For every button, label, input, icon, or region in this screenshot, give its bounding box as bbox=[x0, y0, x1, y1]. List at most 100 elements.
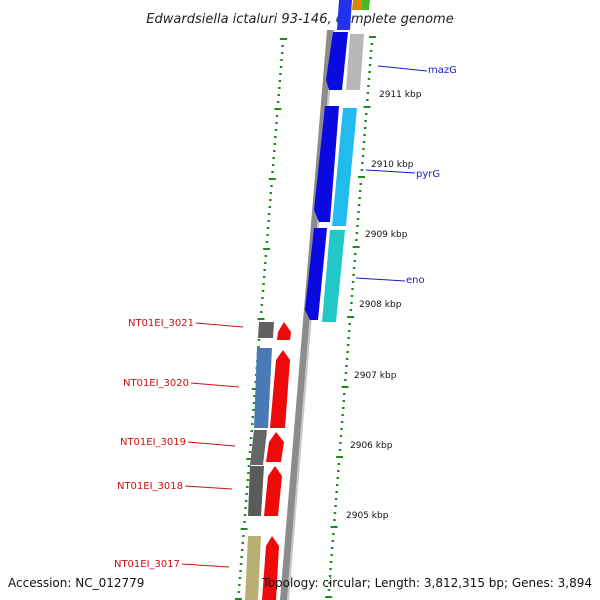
ruler-minor-tick bbox=[340, 421, 344, 423]
ruler-minor-tick bbox=[354, 253, 357, 255]
ruler-minor-tick bbox=[278, 80, 282, 82]
ruler-minor-tick bbox=[342, 400, 345, 402]
ruler-minor-tick bbox=[244, 500, 248, 502]
ruler-major-tick bbox=[274, 108, 282, 110]
ruler-minor-tick bbox=[275, 115, 279, 117]
ruler-major-tick bbox=[358, 176, 365, 178]
ruler-minor-tick bbox=[346, 344, 350, 346]
ruler-major-tick bbox=[246, 458, 254, 460]
top-colored-genes bbox=[337, 0, 370, 30]
ruler-minor-tick bbox=[280, 52, 284, 54]
ruler-minor-tick bbox=[264, 262, 267, 264]
ruler-minor-tick bbox=[328, 575, 332, 577]
gene-blue-3 bbox=[305, 228, 327, 320]
ruler-minor-tick bbox=[362, 148, 365, 150]
ruler-minor-tick bbox=[352, 274, 355, 276]
ruler-minor-tick bbox=[261, 297, 264, 299]
ruler-minor-tick bbox=[349, 309, 353, 311]
kbp-label: 2905 kbp bbox=[346, 511, 389, 521]
ruler-minor-tick bbox=[251, 423, 254, 425]
ruler-minor-tick bbox=[249, 444, 252, 446]
gene-label-nt01ei-3021: NT01EI_3021 bbox=[128, 318, 194, 329]
ruler-minor-tick bbox=[249, 437, 253, 439]
ruler-minor-tick bbox=[348, 323, 351, 325]
kbp-labels: 2911 kbp 2910 kbp 2909 kbp 2908 kbp 2907… bbox=[346, 90, 422, 521]
ruler-minor-tick bbox=[369, 50, 373, 52]
ruler-minor-tick bbox=[365, 113, 368, 115]
ruler-minor-tick bbox=[244, 507, 247, 509]
ruler-minor-tick bbox=[360, 169, 364, 171]
ruler-minor-tick bbox=[270, 185, 273, 187]
kbp-label: 2909 kbp bbox=[365, 230, 408, 240]
ruler-minor-tick bbox=[344, 372, 348, 374]
ruler-minor-tick bbox=[262, 276, 266, 278]
ruler-minor-tick bbox=[245, 493, 248, 495]
ruler-minor-tick bbox=[272, 157, 275, 159]
ruler-minor-tick bbox=[247, 472, 250, 474]
ruler-minor-tick bbox=[337, 470, 340, 472]
ruler-minor-tick bbox=[355, 239, 358, 241]
ruler-minor-tick bbox=[251, 416, 255, 418]
ruler-minor-tick bbox=[353, 260, 356, 262]
ruler-minor-tick bbox=[338, 449, 342, 451]
ruler-major-tick bbox=[263, 248, 271, 250]
ruler-minor-tick bbox=[345, 358, 349, 360]
ruler-major-tick bbox=[336, 456, 344, 458]
ruler-minor-tick bbox=[363, 134, 366, 136]
ruler-major-tick bbox=[268, 178, 276, 180]
ruler-minor-tick bbox=[362, 141, 366, 143]
gene-label-nt01ei-3020: NT01EI_3020 bbox=[123, 378, 189, 389]
gene-label-nt01ei-3018: NT01EI_3018 bbox=[117, 481, 183, 492]
ruler-minor-tick bbox=[243, 521, 246, 523]
ruler-minor-tick bbox=[273, 150, 276, 152]
ruler-minor-tick bbox=[352, 267, 356, 269]
ruler-minor-tick bbox=[328, 582, 331, 584]
ruler-minor-tick bbox=[246, 486, 249, 488]
ruler-major-tick bbox=[257, 318, 265, 320]
ruler-minor-tick bbox=[367, 78, 371, 80]
ruler-minor-tick bbox=[257, 346, 260, 348]
gene-gray-3 bbox=[248, 466, 264, 516]
ruler-minor-tick bbox=[342, 407, 345, 409]
ruler-minor-tick bbox=[266, 227, 270, 229]
ruler-minor-tick bbox=[366, 99, 369, 101]
ruler-minor-tick bbox=[339, 442, 342, 444]
ruler-minor-tick bbox=[347, 337, 350, 339]
ruler-minor-tick bbox=[359, 183, 362, 185]
ruler-minor-tick bbox=[271, 164, 275, 166]
ruler-minor-tick bbox=[350, 295, 354, 297]
gene-label-nt01ei-3019: NT01EI_3019 bbox=[120, 437, 186, 448]
gene-red-3 bbox=[266, 432, 284, 462]
gene-red-1 bbox=[277, 322, 291, 340]
ruler-minor-tick bbox=[281, 45, 284, 47]
ruler-minor-tick bbox=[271, 171, 274, 173]
ruler-minor-tick bbox=[240, 556, 243, 558]
ruler-minor-tick bbox=[238, 584, 241, 586]
ruler-minor-tick bbox=[239, 570, 242, 572]
ruler-minor-tick bbox=[357, 211, 360, 213]
ruler-minor-tick bbox=[344, 379, 347, 381]
ruler-minor-tick bbox=[260, 304, 264, 306]
gene-red-5 bbox=[262, 536, 279, 600]
ruler-minor-tick bbox=[248, 451, 252, 453]
ruler-minor-tick bbox=[340, 428, 343, 430]
gene-blue-1 bbox=[326, 32, 348, 90]
ruler-major-tick bbox=[280, 38, 287, 40]
ruler-minor-tick bbox=[254, 381, 257, 383]
gene-gray-1 bbox=[346, 34, 364, 90]
gene-red-4 bbox=[264, 466, 282, 516]
ruler-minor-tick bbox=[361, 162, 364, 164]
ruler-minor-tick bbox=[260, 311, 263, 313]
ruler-minor-tick bbox=[275, 122, 278, 124]
ruler-minor-tick bbox=[267, 220, 270, 222]
ruler-minor-tick bbox=[370, 43, 373, 45]
ruler-minor-tick bbox=[267, 213, 271, 215]
ruler-minor-tick bbox=[333, 519, 336, 521]
ruler-minor-tick bbox=[351, 288, 354, 290]
ruler-minor-tick bbox=[240, 549, 244, 551]
ruler-minor-tick bbox=[339, 435, 343, 437]
ruler-minor-tick bbox=[253, 395, 256, 397]
gene-steel-1 bbox=[254, 348, 272, 428]
ruler-minor-tick bbox=[331, 540, 334, 542]
